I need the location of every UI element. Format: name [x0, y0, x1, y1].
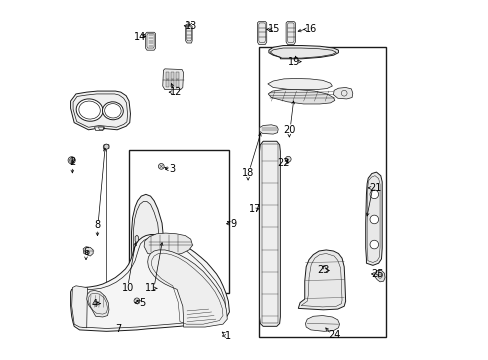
- Polygon shape: [145, 32, 155, 50]
- Bar: [261, 144, 277, 323]
- Bar: [165, 80, 169, 87]
- Text: 4: 4: [91, 299, 98, 309]
- Text: 6: 6: [83, 247, 89, 257]
- Ellipse shape: [102, 102, 123, 120]
- Polygon shape: [259, 141, 280, 326]
- Polygon shape: [131, 194, 163, 287]
- Polygon shape: [72, 286, 87, 328]
- Polygon shape: [103, 144, 109, 149]
- Bar: [129, 149, 229, 293]
- Text: 19: 19: [287, 57, 300, 67]
- Text: 1: 1: [225, 331, 231, 341]
- Text: 2: 2: [69, 157, 75, 167]
- Text: 5: 5: [139, 298, 145, 308]
- Polygon shape: [373, 270, 384, 282]
- Text: 3: 3: [169, 164, 176, 174]
- Polygon shape: [163, 69, 183, 90]
- Text: 17: 17: [248, 204, 261, 215]
- Polygon shape: [257, 22, 266, 44]
- Text: 23: 23: [317, 265, 329, 275]
- Circle shape: [134, 298, 140, 304]
- Text: 12: 12: [170, 87, 182, 97]
- Text: 20: 20: [283, 125, 295, 135]
- Circle shape: [369, 215, 378, 224]
- Polygon shape: [267, 90, 334, 104]
- Ellipse shape: [76, 99, 103, 121]
- Text: 7: 7: [115, 324, 121, 334]
- Text: 8: 8: [94, 220, 101, 230]
- Polygon shape: [298, 250, 345, 310]
- Polygon shape: [70, 234, 229, 331]
- Polygon shape: [86, 291, 109, 317]
- Polygon shape: [142, 284, 151, 288]
- Text: 13: 13: [185, 21, 197, 31]
- Polygon shape: [185, 25, 192, 43]
- Text: 18: 18: [242, 168, 254, 178]
- Circle shape: [377, 274, 382, 278]
- Polygon shape: [267, 78, 332, 90]
- Circle shape: [68, 157, 75, 164]
- Text: 9: 9: [230, 219, 236, 229]
- Polygon shape: [259, 125, 278, 134]
- Bar: [170, 72, 174, 79]
- Polygon shape: [83, 247, 93, 256]
- Polygon shape: [135, 235, 138, 243]
- Bar: [175, 72, 179, 79]
- Text: 22: 22: [276, 158, 289, 168]
- Polygon shape: [305, 316, 339, 331]
- Text: 25: 25: [371, 269, 384, 279]
- Circle shape: [160, 236, 165, 242]
- Polygon shape: [70, 91, 130, 130]
- Circle shape: [69, 158, 74, 162]
- Bar: [165, 72, 169, 79]
- Text: 10: 10: [122, 283, 134, 293]
- Polygon shape: [94, 127, 104, 131]
- Circle shape: [369, 240, 378, 249]
- Text: 24: 24: [327, 330, 340, 340]
- Bar: [175, 80, 179, 87]
- Circle shape: [158, 163, 164, 169]
- Polygon shape: [144, 233, 192, 255]
- Polygon shape: [365, 172, 382, 265]
- Circle shape: [104, 144, 109, 149]
- Polygon shape: [147, 250, 227, 327]
- Text: 11: 11: [145, 283, 157, 293]
- Bar: [258, 47, 386, 337]
- Polygon shape: [268, 45, 338, 59]
- Circle shape: [285, 156, 290, 162]
- Bar: [170, 80, 174, 87]
- Text: 16: 16: [304, 24, 316, 35]
- Polygon shape: [333, 87, 352, 99]
- Text: 15: 15: [267, 24, 280, 35]
- Polygon shape: [285, 22, 295, 44]
- Text: 14: 14: [133, 32, 145, 41]
- Circle shape: [369, 190, 378, 199]
- Text: 21: 21: [368, 183, 381, 193]
